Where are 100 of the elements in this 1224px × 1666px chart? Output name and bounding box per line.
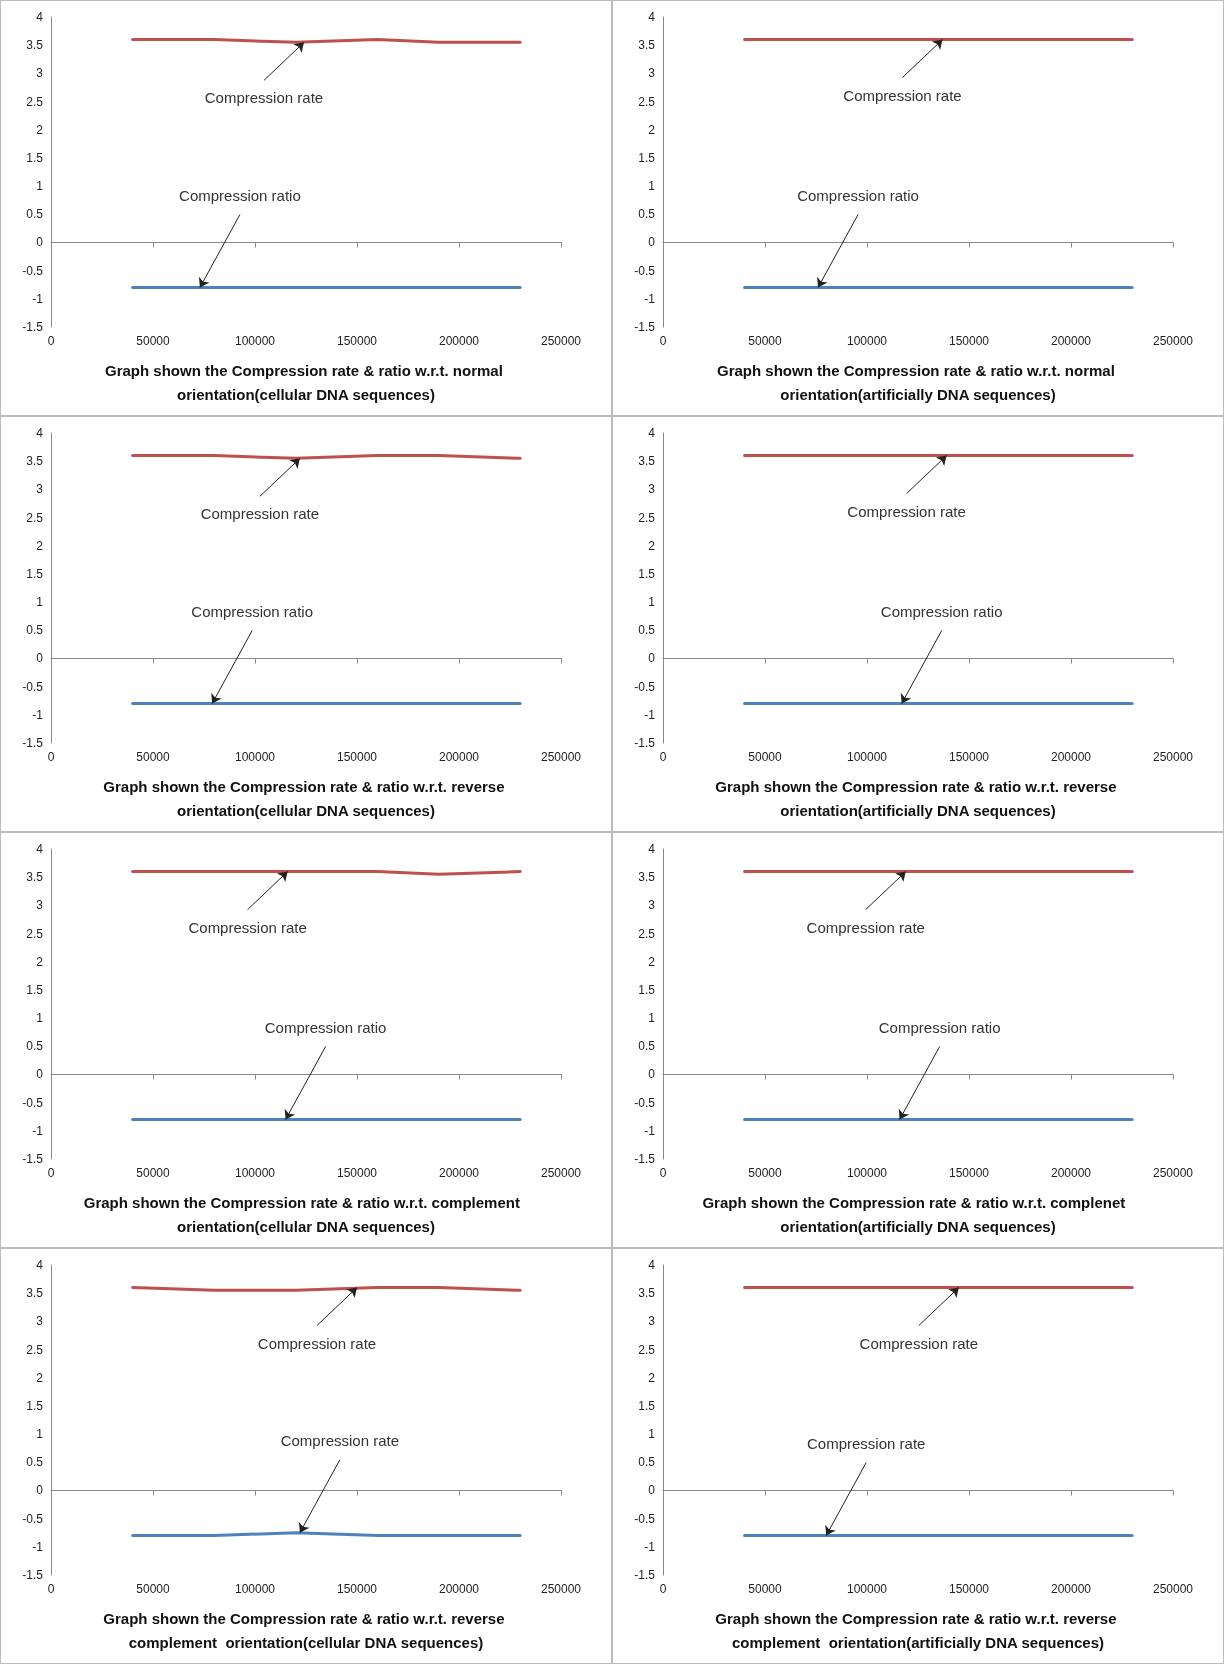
x-tick-label: 0 [659,750,667,764]
y-tick-label: -1.5 [22,1568,44,1582]
x-tick-label: 100000 [846,750,888,764]
y-tick-label: 0 [36,1483,44,1498]
y-tick-label: 3 [36,66,44,81]
y-tick-label: 0.5 [638,1455,656,1470]
y-tick-label: -1 [644,1123,656,1138]
y-tick-label: 3 [36,1314,44,1329]
y-tick-label: 1 [36,179,44,194]
y-tick-label: 0 [648,651,656,666]
x-tick-label: 50000 [748,334,783,348]
y-tick-label: 2.5 [638,94,656,109]
x-tick-label: 250000 [540,334,582,348]
y-tick-label: 2 [648,122,656,137]
x-tick-label: 100000 [234,750,276,764]
annotation: Compression rate [257,1334,377,1352]
text: Graph shown the Compression rate & ratio w.r.t. reverse orientation(artificially DNA sequences) [715,777,1121,819]
annotation: Compression ratio [179,186,301,204]
y-tick-label: 1 [648,1427,656,1442]
y-tick-label: -0.5 [22,1095,44,1110]
y-tick-label: 3.5 [638,870,656,885]
x-tick-label: 250000 [1152,1166,1194,1180]
y-tick-label: -1.5 [22,736,44,750]
y-tick-label: 2.5 [638,510,656,525]
annotation: Compression ratio [880,602,1003,620]
y-tick-label: 0 [36,235,44,250]
y-tick-label: -1 [32,707,44,722]
y-tick-label: 1.5 [638,150,656,165]
x-tick-label: 100000 [846,334,888,348]
x-tick-label: 50000 [136,334,171,348]
x-tick-label: 200000 [1050,1166,1092,1180]
x-tick-label: 200000 [1050,750,1092,764]
x-tick-label: 100000 [234,334,276,348]
y-tick-label: 3 [648,1314,656,1329]
text: Graph shown the Compression rate & ratio w.r.t. complenet orientation(artificially DNA sequences) [702,1193,1134,1235]
y-tick-label: 2 [36,954,44,969]
y-tick-label: 0 [648,1067,656,1082]
y-tick-label: 0.5 [638,207,656,222]
y-tick-label: 2 [648,954,656,969]
y-tick-label: 2 [36,538,44,553]
x-tick-label: 200000 [438,750,480,764]
y-tick-label: 3.5 [26,1286,44,1301]
x-tick-label: 150000 [948,1582,990,1596]
y-tick-label: -0.5 [22,1511,44,1526]
y-tick-label: 1 [36,1011,44,1026]
y-tick-label: 0.5 [26,623,44,638]
y-tick-label: 4 [36,1258,44,1272]
y-tick-label: 0.5 [26,1039,44,1054]
y-tick-label: 0.5 [26,207,44,222]
x-tick-label: 200000 [438,334,480,348]
y-tick-label: 0.5 [638,623,656,638]
y-tick-label: -1.5 [22,1152,44,1166]
annotation: Compression rate [200,505,320,523]
x-tick-label: 150000 [948,334,990,348]
x-tick-label: 250000 [540,1582,582,1596]
y-tick-label: 0 [648,235,656,250]
x-tick-label: 50000 [136,1582,171,1596]
annotation: Compression rate [859,1334,978,1352]
text: Graph shown the Compression rate & ratio w.r.t. normal orientation(cellular DNA sequences) [104,361,508,403]
x-tick-label: 200000 [438,1582,480,1596]
text: Graph shown the Compression rate & ratio w.r.t. normal orientation(artificially DNA sequences) [716,361,1120,403]
x-tick-label: 50000 [748,1582,783,1596]
y-tick-label: 0.5 [638,1039,656,1054]
y-tick-label: -1 [644,291,656,306]
y-tick-label: 1.5 [638,1398,656,1413]
y-tick-label: 4 [648,426,656,440]
y-tick-label: 3.5 [638,454,656,469]
y-tick-label: -1 [644,707,656,722]
x-tick-label: 200000 [1050,334,1092,348]
y-tick-label: -1 [644,1539,656,1554]
y-tick-label: 3 [648,66,656,81]
y-tick-label: 3 [648,482,656,497]
y-tick-label: 0 [648,1483,656,1498]
y-tick-label: 1 [36,1427,44,1442]
annotation: Compression rate [807,1434,926,1452]
x-tick-label: 150000 [336,1582,378,1596]
annotation: Compression rate [280,1431,400,1449]
x-tick-label: 50000 [748,750,783,764]
x-tick-label: 150000 [336,750,378,764]
text: Graph shown the Compression rate & ratio w.r.t. complement orientation(cellular DNA sequences) [83,1193,529,1235]
annotation: Compression ratio [797,186,919,204]
x-tick-label: 0 [659,334,667,348]
x-tick-label: 0 [659,1166,667,1180]
y-tick-label: 1.5 [26,566,44,581]
y-tick-label: 1.5 [26,150,44,165]
y-tick-label: 1.5 [26,1398,44,1413]
y-tick-label: 1 [648,179,656,194]
y-tick-label: 4 [36,10,44,24]
y-tick-label: 2.5 [26,1342,44,1357]
y-tick-label: 2.5 [638,1342,656,1357]
x-tick-label: 0 [47,1166,55,1180]
annotation: Compression rate [188,918,307,936]
y-tick-label: 2.5 [638,926,656,941]
y-tick-label: 4 [648,10,656,24]
y-tick-label: 3 [648,898,656,913]
text: Graph shown the Compression rate & ratio w.r.t. reverse orientation(cellular DNA sequences) [103,777,509,819]
y-tick-label: -1.5 [634,736,656,750]
x-tick-label: 150000 [336,1166,378,1180]
x-tick-label: 100000 [234,1166,276,1180]
y-tick-label: -1.5 [634,1152,656,1166]
